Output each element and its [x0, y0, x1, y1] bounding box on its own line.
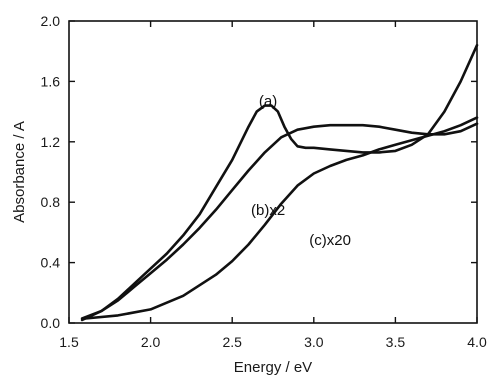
y-tick-label: 1.2: [41, 134, 61, 150]
x-tick-label: 3.5: [386, 334, 406, 350]
x-axis-title: Energy / eV: [234, 359, 312, 375]
series-lines: [80, 43, 479, 322]
y-tick-label: 0.4: [41, 255, 61, 271]
series-label-1: (a): [259, 93, 277, 110]
y-tick-label: 2.0: [41, 13, 61, 29]
x-tick-label: 3.0: [304, 334, 324, 350]
series-line-2: [80, 122, 479, 320]
series-line-1: [80, 43, 479, 322]
x-tick-label: 2.5: [222, 334, 242, 350]
x-tick-label: 2.0: [141, 334, 161, 350]
series-label-3: (c)x20: [309, 232, 351, 249]
x-tick-label: 1.5: [59, 334, 79, 350]
series-line-3: [84, 116, 479, 320]
y-tick-label: 1.6: [41, 73, 61, 89]
series-labels: (a) (b)x2 (c)x20: [251, 93, 351, 249]
axis-ticks: 1.5 2.0 2.5 3.0 3.5 4.0 0.0 0.4 0.8 1.2 1.6 2.0: [41, 13, 487, 350]
y-tick-label: 0.8: [41, 194, 61, 210]
y-tick-label: 0.0: [41, 315, 61, 331]
plot-frame: [68, 20, 478, 324]
series-label-2: (b)x2: [251, 202, 285, 219]
x-tick-label: 4.0: [467, 334, 487, 350]
y-axis-title: Absorbance / A: [11, 121, 28, 223]
